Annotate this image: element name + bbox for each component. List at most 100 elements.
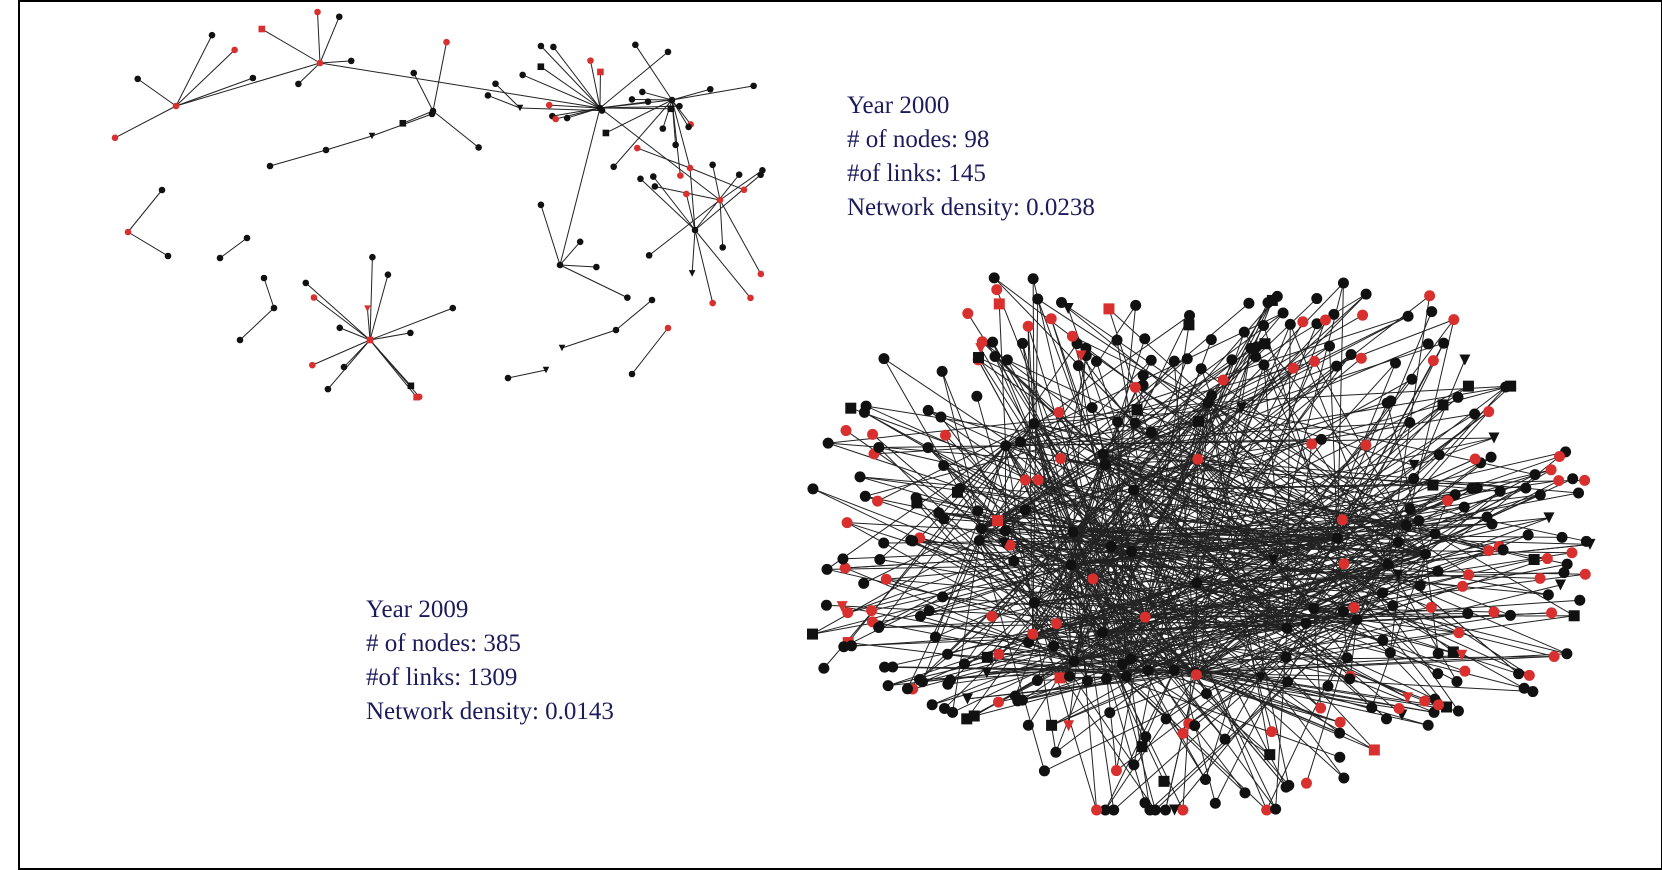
edge — [883, 358, 982, 529]
node — [1528, 554, 1540, 566]
node — [164, 252, 172, 260]
node — [837, 553, 849, 565]
edge — [884, 633, 1033, 668]
node — [249, 74, 257, 82]
edge — [915, 497, 1075, 662]
edge — [1102, 422, 1410, 633]
node — [1561, 558, 1573, 570]
node — [914, 610, 926, 622]
node — [1331, 360, 1343, 372]
node — [1050, 618, 1062, 630]
edge — [1207, 402, 1290, 786]
node — [1140, 731, 1152, 743]
edge — [1095, 361, 1197, 674]
node — [1406, 373, 1418, 385]
node — [1338, 772, 1350, 784]
node — [874, 553, 886, 565]
edge — [1133, 489, 1216, 804]
node — [1209, 797, 1221, 809]
edge — [932, 660, 1075, 706]
edge — [1070, 564, 1226, 740]
edge — [1116, 340, 1175, 671]
edge — [941, 371, 982, 529]
node — [1534, 572, 1546, 584]
node — [872, 495, 884, 507]
node — [1315, 702, 1327, 714]
node — [1553, 451, 1565, 463]
edge — [1092, 437, 1495, 580]
node — [1128, 759, 1140, 771]
node — [1315, 433, 1327, 445]
node — [961, 693, 973, 705]
node — [634, 144, 641, 152]
node — [1311, 318, 1323, 330]
edge — [549, 104, 601, 109]
edge — [1034, 295, 1430, 603]
edge — [339, 327, 371, 341]
edge — [1197, 458, 1454, 653]
node — [1419, 695, 1431, 707]
node — [1556, 531, 1568, 543]
node — [1300, 617, 1312, 629]
node — [667, 105, 675, 113]
edge — [915, 497, 1358, 621]
edge — [998, 303, 1007, 446]
edge — [691, 229, 696, 274]
node — [216, 254, 224, 262]
node — [1542, 589, 1554, 601]
node — [597, 68, 604, 76]
node — [1226, 354, 1238, 366]
node — [1287, 362, 1299, 374]
node — [1424, 290, 1436, 302]
edge — [892, 666, 1175, 671]
node — [1420, 548, 1432, 560]
edge — [1092, 578, 1287, 658]
edge — [1207, 312, 1284, 404]
node — [993, 648, 1005, 660]
node — [1579, 568, 1591, 580]
node — [820, 599, 832, 611]
node — [905, 534, 917, 546]
node — [991, 284, 1003, 296]
node — [685, 123, 692, 131]
node — [208, 31, 216, 39]
edge — [1078, 365, 1274, 561]
node — [664, 48, 672, 56]
edge — [1130, 404, 1444, 660]
edge — [934, 445, 1007, 638]
node — [1199, 773, 1211, 785]
edge — [1072, 531, 1345, 779]
node — [1422, 338, 1434, 350]
node — [1245, 342, 1257, 354]
node — [939, 429, 951, 441]
node — [867, 428, 879, 440]
node — [1202, 397, 1214, 409]
node — [1264, 749, 1276, 761]
edge — [559, 107, 601, 266]
edge — [842, 606, 1197, 674]
node — [1385, 395, 1397, 407]
edge — [1406, 492, 1579, 526]
edge — [1197, 458, 1344, 612]
node — [1065, 559, 1077, 571]
node — [750, 82, 757, 90]
edge — [1034, 438, 1322, 603]
edge — [1337, 422, 1411, 539]
node — [1038, 765, 1050, 777]
edge — [947, 602, 1035, 685]
node — [740, 186, 748, 194]
edge — [263, 277, 275, 309]
node — [1258, 359, 1270, 371]
edge — [671, 99, 691, 169]
node — [706, 85, 714, 93]
node — [910, 492, 922, 504]
edge — [319, 60, 352, 64]
edge — [826, 604, 1288, 629]
node — [962, 307, 974, 319]
edge — [878, 447, 1035, 603]
networks — [111, 8, 1596, 816]
node — [1437, 399, 1449, 411]
edge — [1032, 469, 1552, 635]
stats-2000: Year 2000 # of nodes: 98 #of links: 145 … — [847, 92, 1095, 221]
edge — [1072, 531, 1568, 655]
